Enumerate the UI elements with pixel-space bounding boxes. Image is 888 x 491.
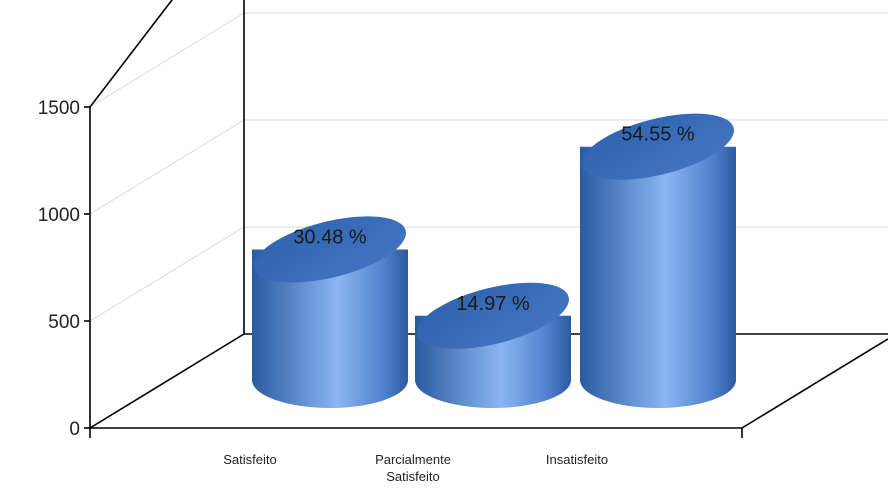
gridlines bbox=[89, 0, 888, 322]
floor-right-edge bbox=[741, 338, 888, 429]
bar-cylinder bbox=[415, 282, 571, 408]
category-label: Insatisfeito bbox=[546, 452, 608, 467]
bars bbox=[252, 113, 736, 409]
data-label: 54.55 % bbox=[621, 124, 695, 146]
category-label: Parcialmente bbox=[375, 452, 451, 467]
bar-cylinder bbox=[580, 113, 736, 409]
side-gridline bbox=[89, 226, 245, 322]
side-wall-top-edge bbox=[89, 0, 173, 108]
y-tick-label: 0 bbox=[69, 419, 80, 440]
category-label: Satisfeito bbox=[223, 452, 276, 467]
y-tick-label: 1000 bbox=[38, 205, 80, 226]
category-label: Satisfeito bbox=[386, 469, 439, 484]
bar-top bbox=[582, 113, 734, 180]
bar-cylinder bbox=[252, 216, 408, 408]
side-gridline bbox=[89, 119, 245, 215]
y-tick-label: 1500 bbox=[38, 98, 80, 119]
data-label: 14.97 % bbox=[456, 293, 530, 315]
side-gridline bbox=[89, 12, 245, 108]
bar-top bbox=[254, 216, 406, 283]
axes bbox=[84, 0, 888, 438]
floor-left-edge bbox=[89, 333, 245, 429]
labels: 0 500 1000 1500 30.48 % 14.97 % 54.55 % Satisfe… bbox=[38, 98, 695, 484]
bar-body bbox=[580, 146, 736, 409]
bar-top bbox=[417, 282, 569, 349]
bar-body bbox=[252, 249, 408, 408]
y-tick-label: 500 bbox=[48, 312, 80, 333]
data-label: 30.48 % bbox=[293, 226, 367, 248]
